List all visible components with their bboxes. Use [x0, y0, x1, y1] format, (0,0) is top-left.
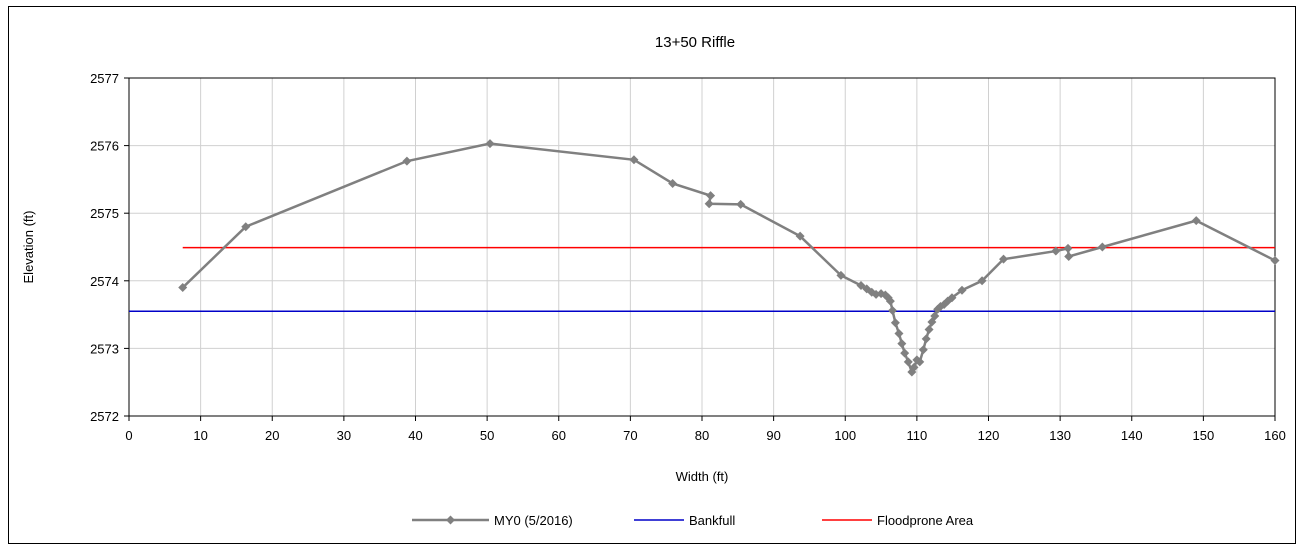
- y-tick-label: 2575: [90, 206, 119, 221]
- x-tick-label: 110: [907, 428, 928, 443]
- legend-marker: [446, 515, 455, 525]
- data-point: [918, 345, 928, 355]
- legend-item-bankfull: Bankfull: [634, 513, 735, 528]
- x-tick-label: 120: [978, 428, 1000, 443]
- x-tick-label: 150: [1193, 428, 1215, 443]
- data-point: [903, 357, 913, 367]
- data-point: [629, 155, 639, 165]
- data-point: [885, 296, 895, 306]
- x-tick-label: 130: [1049, 428, 1071, 443]
- data-point: [1191, 216, 1201, 226]
- data-point: [668, 178, 678, 188]
- data-point: [999, 254, 1009, 264]
- data-point: [241, 222, 251, 232]
- data-point: [178, 283, 188, 293]
- data-point: [957, 285, 967, 295]
- y-tick-label: 2572: [90, 409, 119, 424]
- y-axis-label: Elevation (ft): [21, 211, 36, 284]
- legend: MY0 (5/2016) Bankfull Floodprone Area: [412, 513, 974, 528]
- data-point: [1270, 256, 1280, 266]
- series-line-my0-5-2016: [181, 142, 1276, 376]
- legend-label: MY0 (5/2016): [494, 513, 573, 528]
- x-tick-label: 80: [695, 428, 709, 443]
- legend-item-floodprone-area: Floodprone Area: [822, 513, 974, 528]
- data-point: [1064, 251, 1074, 261]
- data-point: [836, 270, 846, 280]
- x-axis-label: Width (ft): [676, 469, 729, 484]
- x-tick-label: 60: [552, 428, 566, 443]
- data-point: [795, 231, 805, 241]
- data-point: [1097, 242, 1107, 252]
- data-point: [894, 329, 904, 339]
- data-point: [977, 276, 987, 286]
- y-tick-label: 2577: [90, 71, 119, 86]
- data-point: [900, 348, 910, 358]
- x-tick-label: 0: [125, 428, 132, 443]
- legend-item-my0-5-2016: MY0 (5/2016): [412, 513, 573, 528]
- x-tick-label: 20: [265, 428, 279, 443]
- data-point: [736, 199, 746, 209]
- data-point: [888, 306, 898, 316]
- tick-layer: 0 10 20 30 40 50 60 70 80 90 100 110 120 130 140 150 160…: [90, 71, 1286, 443]
- data-point: [930, 311, 940, 321]
- data-point: [921, 334, 931, 344]
- data-point: [1063, 243, 1073, 253]
- x-tick-label: 140: [1121, 428, 1143, 443]
- data-point: [924, 324, 934, 334]
- data-point: [897, 339, 907, 349]
- x-tick-label: 50: [480, 428, 494, 443]
- data-point: [485, 139, 495, 149]
- chart-title: 13+50 Riffle: [655, 34, 735, 51]
- x-tick-label: 70: [623, 428, 637, 443]
- x-tick-label: 90: [766, 428, 780, 443]
- y-tick-label: 2576: [90, 139, 119, 154]
- y-tick-label: 2573: [90, 341, 119, 356]
- y-tick-label: 2574: [90, 274, 119, 289]
- x-tick-label: 30: [337, 428, 351, 443]
- x-tick-label: 40: [408, 428, 422, 443]
- data-point: [856, 281, 866, 291]
- legend-label: Bankfull: [689, 513, 735, 528]
- x-tick-label: 100: [834, 428, 856, 443]
- legend-label: Floodprone Area: [877, 513, 974, 528]
- data-point: [947, 293, 957, 303]
- data-point: [704, 199, 714, 209]
- series-my0-5-2016: [178, 139, 1280, 377]
- chart-frame: [8, 6, 1296, 544]
- data-point: [1051, 246, 1061, 256]
- data-point: [402, 156, 412, 166]
- x-tick-label: 10: [193, 428, 207, 443]
- series-layer: [129, 139, 1280, 377]
- data-point: [890, 318, 900, 328]
- data-point: [909, 362, 919, 372]
- data-point: [915, 357, 925, 367]
- data-point: [706, 191, 716, 201]
- x-tick-label: 160: [1264, 428, 1286, 443]
